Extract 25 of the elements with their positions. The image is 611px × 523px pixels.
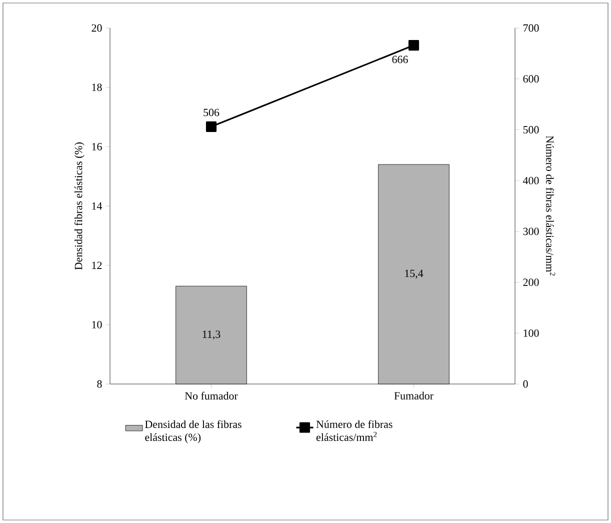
x-tick-label: No fumador: [184, 392, 238, 400]
y2-tick-label: 600: [523, 75, 539, 83]
y2-tick-label: 200: [523, 278, 539, 286]
y2-tick-label: 500: [523, 126, 539, 134]
y2-tick-label: 400: [523, 176, 539, 184]
y-tick-label: 14: [92, 202, 102, 210]
data-label: 15,4: [405, 270, 424, 279]
y2-axis-title: Número de fibras elásticas/mm$^{2}$: [546, 136, 556, 276]
legend-label: Número de fibras elásticas/mm$^{2}$: [316, 420, 392, 441]
x-tick-label: Fumador: [394, 392, 434, 400]
y-tick-label: 12: [92, 262, 102, 269]
y-tick-label: 10: [92, 320, 102, 328]
data-label: 11,3: [202, 330, 220, 340]
y-axis-title: Densidad fibras elásticas (%): [74, 142, 84, 270]
y2-tick-label: 300: [523, 228, 539, 236]
y2-tick-label: 0: [523, 380, 528, 388]
y-tick-label: 16: [92, 142, 102, 150]
y2-tick-label: 700: [524, 24, 539, 32]
legend-label: Densidad de las fibras elásticas (%): [145, 420, 242, 444]
y2-tick-label: 100: [524, 329, 539, 337]
y-tick-label: 8: [97, 380, 102, 388]
y-tick-label: 18: [92, 84, 102, 92]
data-label: 506: [204, 108, 220, 116]
y-tick-label: 20: [92, 24, 102, 32]
data-label: 666: [392, 56, 408, 64]
